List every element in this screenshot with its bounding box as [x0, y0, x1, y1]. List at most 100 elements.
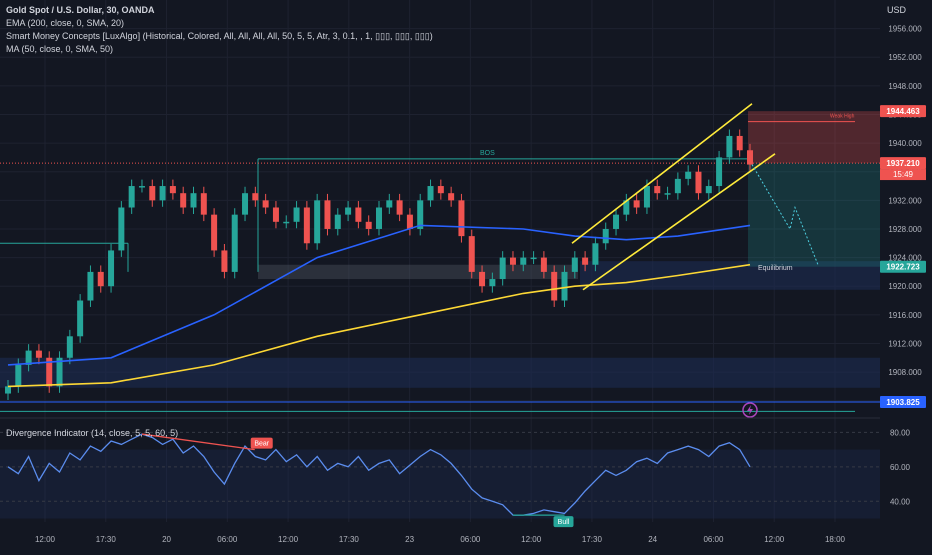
price-marker-0[interactable] [880, 105, 926, 118]
candle-body-46[interactable] [479, 271, 486, 287]
candle-body-40[interactable] [417, 200, 424, 229]
candle-body-29[interactable] [303, 207, 310, 244]
candle-body-17[interactable] [180, 193, 187, 208]
bull-badge[interactable] [553, 516, 574, 528]
candle-body-36[interactable] [376, 207, 382, 229]
candle-body-26[interactable] [272, 207, 279, 222]
candle-body-13[interactable] [138, 186, 145, 188]
ema-200-line[interactable] [7, 263, 751, 388]
candle-body-62[interactable] [643, 186, 650, 208]
candle-body-3[interactable] [35, 350, 42, 358]
candle-body-56[interactable] [582, 257, 589, 265]
symbol-title[interactable]: Gold Spot / U.S. Dollar, 30, OANDA [6, 5, 155, 15]
price-tick-label-9: 1920.000 [888, 282, 922, 291]
equilibrium-zone[interactable] [580, 261, 880, 290]
candle-body-45[interactable] [468, 236, 475, 272]
candle-body-23[interactable] [242, 193, 249, 215]
oscillator-legend[interactable]: Divergence Indicator (14, close, 5, 5, 6… [6, 428, 179, 438]
candle-body-16[interactable] [169, 186, 176, 194]
candle-body-27[interactable] [283, 221, 290, 224]
candle-body-20[interactable] [211, 214, 218, 251]
candle-body-37[interactable] [386, 200, 393, 208]
candle-body-22[interactable] [231, 214, 238, 272]
candle-body-67[interactable] [695, 171, 702, 194]
candle-body-66[interactable] [685, 171, 692, 179]
candle-body-31[interactable] [324, 200, 331, 229]
candle-body-15[interactable] [159, 186, 166, 201]
candle-body-11[interactable] [118, 207, 125, 251]
candle-body-44[interactable] [458, 200, 465, 237]
candle-body-70[interactable] [726, 135, 733, 158]
candle-body-52[interactable] [540, 257, 547, 272]
candle-body-69[interactable] [716, 157, 723, 187]
candle-body-65[interactable] [674, 178, 681, 194]
demand-zone[interactable] [0, 357, 880, 388]
ma-50-line[interactable] [7, 224, 751, 366]
candle-body-4[interactable] [46, 357, 53, 387]
candle-body-72[interactable] [747, 150, 753, 165]
candle-body-39[interactable] [406, 214, 413, 229]
candle-body-1[interactable] [15, 364, 22, 387]
candle-body-61[interactable] [633, 200, 640, 208]
channel-upper-line[interactable] [571, 103, 753, 244]
candle-body-38[interactable] [396, 200, 403, 215]
candle-body-25[interactable] [262, 200, 269, 208]
price-marker-1[interactable] [880, 157, 926, 170]
candle-body-41[interactable] [427, 186, 434, 201]
candle-body-30[interactable] [314, 200, 321, 244]
short-risk-zone[interactable] [748, 111, 880, 164]
candle-body-9[interactable] [97, 271, 104, 287]
ma-legend[interactable]: MA (50, close, 0, SMA, 50) [6, 44, 114, 54]
candle-body-2[interactable] [25, 350, 32, 365]
candle-body-48[interactable] [499, 257, 506, 280]
candle-body-18[interactable] [190, 193, 197, 208]
candle-body-57[interactable] [592, 243, 599, 265]
candle-body-59[interactable] [613, 214, 620, 229]
candle-body-60[interactable] [623, 200, 630, 215]
candle-body-14[interactable] [149, 186, 156, 201]
candle-body-28[interactable] [293, 207, 300, 222]
price-marker-2[interactable] [880, 260, 926, 273]
candle-body-68[interactable] [705, 186, 712, 194]
price-tick-label-7: 1928.000 [888, 225, 922, 234]
candle-body-63[interactable] [654, 186, 661, 194]
candle-body-32[interactable] [334, 214, 341, 229]
candle-body-35[interactable] [365, 221, 372, 229]
short-target-zone[interactable] [748, 163, 880, 267]
candle-body-64[interactable] [664, 193, 671, 195]
candle-body-34[interactable] [355, 207, 362, 222]
candle-body-12[interactable] [128, 186, 135, 208]
candle-body-43[interactable] [448, 193, 455, 201]
candle-body-71[interactable] [736, 135, 743, 151]
rsi-line[interactable] [7, 433, 751, 516]
candle-body-51[interactable] [530, 257, 537, 260]
ema-legend[interactable]: EMA (200, close, 0, SMA, 20) [6, 18, 125, 28]
candle-body-47[interactable] [489, 279, 496, 287]
candle-body-49[interactable] [509, 257, 516, 265]
candle-body-8[interactable] [87, 271, 94, 301]
bear-badge[interactable] [250, 437, 273, 449]
candle-body-54[interactable] [561, 271, 568, 301]
candle-body-10[interactable] [108, 250, 115, 287]
candle-body-6[interactable] [66, 336, 73, 358]
price-marker-3[interactable] [880, 395, 926, 408]
candle-body-21[interactable] [221, 250, 228, 272]
candle-body-50[interactable] [520, 257, 527, 265]
candle-body-58[interactable] [602, 228, 609, 244]
candle-body-33[interactable] [345, 207, 352, 215]
candle-body-55[interactable] [571, 257, 578, 272]
candle-body-19[interactable] [200, 193, 207, 215]
candle-body-0[interactable] [5, 386, 11, 394]
candle-body-24[interactable] [252, 193, 259, 201]
candle-body-53[interactable] [551, 271, 558, 301]
smc-legend[interactable]: Smart Money Concepts [LuxAlgo] (Historic… [6, 31, 433, 41]
candle-body-5[interactable] [56, 357, 63, 387]
candle-body-7[interactable] [77, 300, 84, 337]
bear-divergence-line[interactable] [141, 433, 255, 451]
lightning-circle-icon[interactable] [742, 402, 758, 418]
candle-body-42[interactable] [437, 186, 444, 194]
bear-label: Bear [254, 441, 269, 448]
channel-lower-line[interactable] [582, 153, 776, 291]
